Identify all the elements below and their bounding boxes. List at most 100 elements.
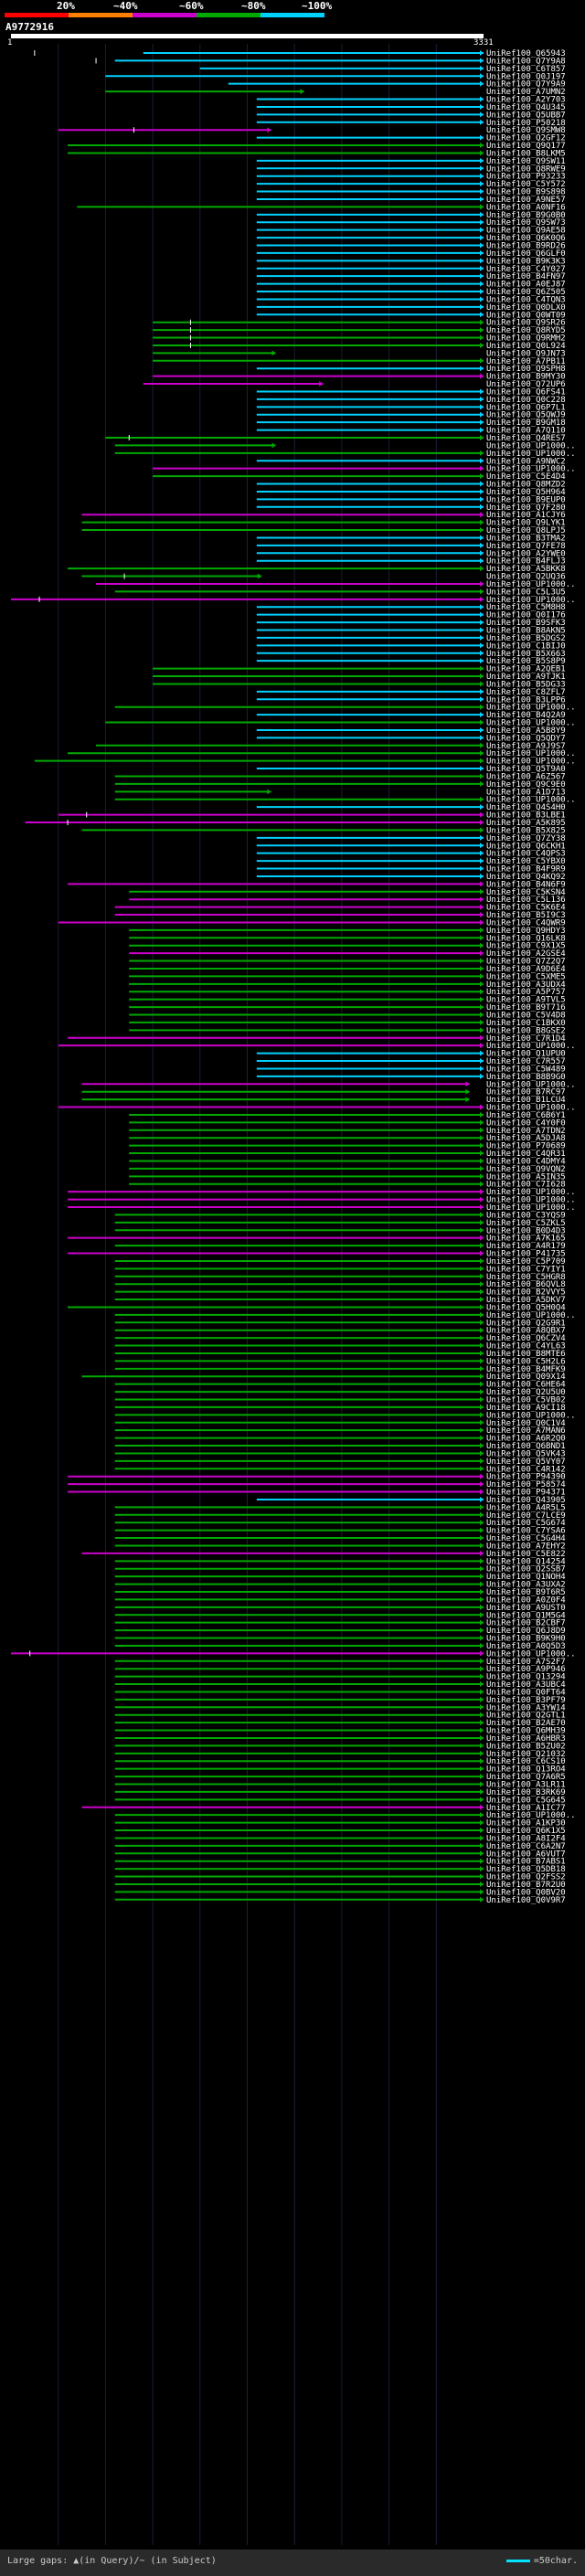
hit-row[interactable]: UniRef100_B7R2U0 xyxy=(114,1881,566,1890)
hit-row[interactable]: UniRef100_Q9SMW8 xyxy=(58,126,566,135)
hit-label[interactable]: UniRef100_A7UMN2 xyxy=(486,88,566,97)
hit-row[interactable]: UniRef100_C5KSN4 xyxy=(129,888,566,897)
hit-label[interactable]: UniRef100_Q6GLF0 xyxy=(486,249,566,259)
hit-label[interactable]: UniRef100_A9P946 xyxy=(486,1665,566,1674)
hit-row[interactable]: UniRef100_B8MTE6 xyxy=(114,1350,566,1359)
hit-row[interactable]: UniRef100_A9UST0 xyxy=(114,1604,566,1613)
hit-label[interactable]: UniRef100_B8MTE6 xyxy=(486,1350,566,1359)
hit-label[interactable]: UniRef100_Q2U5U0 xyxy=(486,1388,566,1397)
hit-label[interactable]: UniRef100_Q5T9A0 xyxy=(486,765,566,774)
hit-label[interactable]: UniRef100_A2QEB1 xyxy=(486,665,566,674)
hit-row[interactable]: UniRef100_UP1000.. xyxy=(105,719,576,728)
hit-row[interactable]: UniRef100_B4MFK9 xyxy=(114,1365,566,1374)
hit-row[interactable]: UniRef100_C5YBX0 xyxy=(256,857,566,866)
hit-label[interactable]: UniRef100_C5XME5 xyxy=(486,972,566,981)
hit-label[interactable]: UniRef100_Q4U345 xyxy=(486,103,566,112)
hit-label[interactable]: UniRef100_B7ABS1 xyxy=(486,1858,566,1867)
hit-label[interactable]: UniRef100_A1IC77 xyxy=(486,1804,566,1813)
hit-label[interactable]: UniRef100_Q0C228 xyxy=(486,396,566,405)
hit-row[interactable]: UniRef100_C4TQN3 xyxy=(256,295,566,304)
hit-row[interactable]: UniRef100_A3LR11 xyxy=(114,1781,566,1790)
hit-row[interactable]: UniRef100_C5VB02 xyxy=(114,1396,566,1405)
hit-label[interactable]: UniRef100_Q9SW11 xyxy=(486,157,566,166)
hit-label[interactable]: UniRef100_Q65943 xyxy=(486,49,566,58)
hit-label[interactable]: UniRef100_C5M8H8 xyxy=(486,603,566,612)
hit-label[interactable]: UniRef100_Q0WT09 xyxy=(486,311,566,320)
hit-row[interactable]: UniRef100_C5G674 xyxy=(114,1519,566,1528)
hit-label[interactable]: UniRef100_A9D6E4 xyxy=(486,965,566,974)
hit-label[interactable]: UniRef100_C4QWR9 xyxy=(486,918,566,928)
hit-row[interactable]: UniRef100_C5H2L6 xyxy=(114,1357,566,1366)
hit-row[interactable]: UniRef100_UP1000.. xyxy=(11,596,576,605)
hit-label[interactable]: UniRef100_C5P709 xyxy=(486,1257,566,1267)
hit-row[interactable]: UniRef100_C7R557 xyxy=(256,1057,566,1066)
hit-label[interactable]: UniRef100_Q6K0Q6 xyxy=(486,234,566,243)
hit-label[interactable]: UniRef100_A3LR11 xyxy=(486,1781,566,1790)
hit-row[interactable]: UniRef100_A5BKK8 xyxy=(68,565,566,574)
hit-label[interactable]: UniRef100_A5DJA8 xyxy=(486,1134,566,1143)
hit-label[interactable]: UniRef100_A3UBC4 xyxy=(486,1680,566,1690)
hit-label[interactable]: UniRef100_B4FN97 xyxy=(486,272,566,281)
hit-row[interactable]: UniRef100_Q5QDY7 xyxy=(256,734,566,743)
hit-row[interactable]: UniRef100_A3YW14 xyxy=(114,1703,566,1712)
hit-label[interactable]: UniRef100_UP1000.. xyxy=(486,1188,576,1197)
hit-label[interactable]: UniRef100_B9G0B0 xyxy=(486,211,566,220)
hit-label[interactable]: UniRef100_Q5DB18 xyxy=(486,1865,566,1874)
hit-row[interactable]: UniRef100_Q6Z505 xyxy=(256,288,566,297)
hit-row[interactable]: UniRef100_A7MAN6 xyxy=(114,1426,566,1436)
hit-label[interactable]: UniRef100_Q8RYD5 xyxy=(486,326,566,335)
hit-label[interactable]: UniRef100_C7YIY1 xyxy=(486,1265,566,1274)
hit-row[interactable]: UniRef100_A8QBX7 xyxy=(114,1327,566,1336)
hit-label[interactable]: UniRef100_Q6CZV4 xyxy=(486,1334,566,1343)
hit-label[interactable]: UniRef100_C5L136 xyxy=(486,896,566,905)
hit-label[interactable]: UniRef100_B3TMA2 xyxy=(486,534,566,543)
hit-row[interactable]: UniRef100_Q1UPU0 xyxy=(256,1050,566,1059)
hit-row[interactable]: UniRef100_A4R179 xyxy=(114,1242,566,1251)
hit-row[interactable]: UniRef100_C4YL63 xyxy=(114,1342,566,1352)
hit-row[interactable]: UniRef100_Q9C9E0 xyxy=(114,780,566,790)
hit-row[interactable]: UniRef100_A2YWE0 xyxy=(256,549,566,558)
hit-label[interactable]: UniRef100_Q5QDY7 xyxy=(486,734,566,743)
hit-label[interactable]: UniRef100_B4F9R9 xyxy=(486,865,566,875)
hit-row[interactable]: UniRef100_UP1000.. xyxy=(34,758,576,767)
hit-row[interactable]: UniRef100_B5I9C3 xyxy=(114,911,566,920)
hit-row[interactable]: UniRef100_A3UXA2 xyxy=(114,1581,566,1590)
hit-row[interactable]: UniRef100_C6B6Y1 xyxy=(129,1111,566,1120)
hit-label[interactable]: UniRef100_A7Q110 xyxy=(486,427,566,436)
hit-label[interactable]: UniRef100_A7S2F7 xyxy=(486,1658,566,1667)
hit-label[interactable]: UniRef100_Q7F280 xyxy=(486,504,566,513)
hit-row[interactable]: UniRef100_C5W489 xyxy=(256,1065,566,1074)
hit-row[interactable]: UniRef100_B8LKM5 xyxy=(68,149,566,158)
hit-row[interactable]: UniRef100_A1CJY6 xyxy=(81,511,566,520)
hit-label[interactable]: UniRef100_C7R1D4 xyxy=(486,1034,566,1044)
hit-label[interactable]: UniRef100_B7RC97 xyxy=(486,1088,566,1097)
hit-label[interactable]: UniRef100_A0EJ87 xyxy=(486,281,566,290)
hit-label[interactable]: UniRef100_P94371 xyxy=(486,1489,566,1498)
hit-row[interactable]: UniRef100_A0Q5D3 xyxy=(114,1642,566,1651)
hit-label[interactable]: UniRef100_Q9AE58 xyxy=(486,227,566,236)
hit-label[interactable]: UniRef100_A0Z0F4 xyxy=(486,1595,566,1605)
hit-row[interactable]: UniRef100_A1IC77 xyxy=(81,1804,566,1813)
hit-label[interactable]: UniRef100_A9J9S7 xyxy=(486,742,566,751)
hit-row[interactable]: UniRef100_C4DMY4 xyxy=(129,1157,566,1166)
hit-row[interactable]: UniRef100_C1BKX0 xyxy=(129,1019,566,1028)
hit-label[interactable]: UniRef100_A1KP30 xyxy=(486,1819,566,1829)
hit-row[interactable]: UniRef100_Q16LK8 xyxy=(129,934,566,943)
hit-row[interactable]: UniRef100_Q7A6R5 xyxy=(114,1773,566,1782)
hit-label[interactable]: UniRef100_B8GSE2 xyxy=(486,1026,566,1035)
hit-label[interactable]: UniRef100_A9TVL5 xyxy=(486,996,566,1005)
hit-row[interactable]: UniRef100_Q65943 xyxy=(34,49,566,58)
hit-row[interactable]: UniRef100_A2GSE4 xyxy=(129,949,566,959)
hit-row[interactable]: UniRef100_C5L3U5 xyxy=(114,588,566,597)
hit-row[interactable]: UniRef100_Q2G9R1 xyxy=(114,1319,566,1328)
hit-label[interactable]: UniRef100_Q2GF12 xyxy=(486,134,566,143)
hit-row[interactable]: UniRef100_Q5QWJ9 xyxy=(256,411,566,420)
hit-label[interactable]: UniRef100_Q6P7L1 xyxy=(486,403,566,412)
hit-row[interactable]: UniRef100_Q2GF12 xyxy=(256,134,566,143)
hit-row[interactable]: UniRef100_A7UMN2 xyxy=(105,88,566,97)
hit-label[interactable]: UniRef100_Q6CKH1 xyxy=(486,842,566,851)
hit-label[interactable]: UniRef100_B9GM18 xyxy=(486,419,566,428)
hit-label[interactable]: UniRef100_B9SFK3 xyxy=(486,619,566,628)
hit-label[interactable]: UniRef100_C4Y027 xyxy=(486,265,566,274)
hit-label[interactable]: UniRef100_P58574 xyxy=(486,1480,566,1489)
